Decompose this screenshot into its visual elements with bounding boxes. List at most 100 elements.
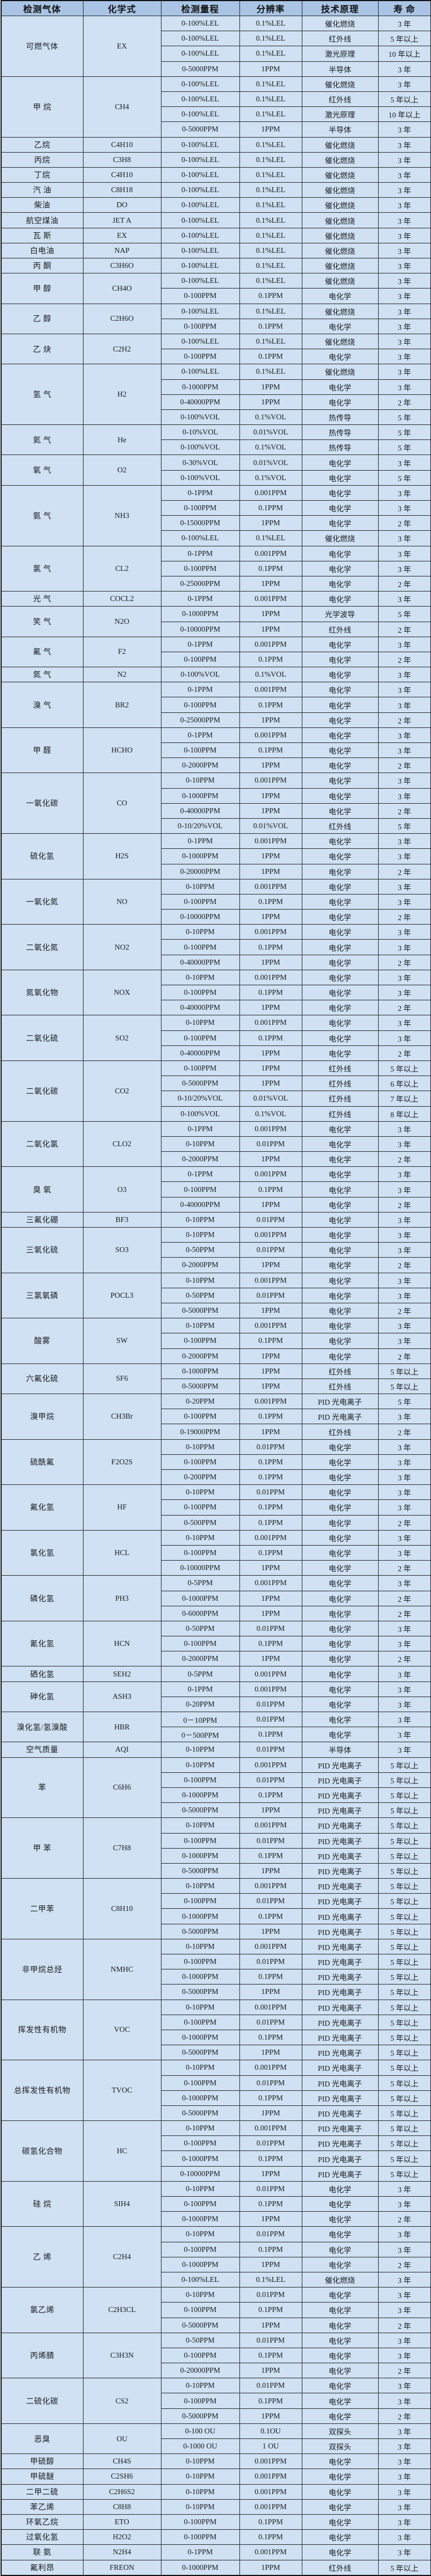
- table-row: 0-2000PPM 1PPM 电化学 2 年: [1, 1151, 431, 1167]
- lifespan-cell: 3 年: [378, 1439, 431, 1455]
- formula-cell: C8H8: [82, 2499, 161, 2515]
- lifespan-cell: 5 年以上: [378, 2166, 431, 2182]
- lifespan-cell: 5 年: [378, 818, 431, 834]
- principle-cell: 催化燃烧: [301, 197, 379, 213]
- lifespan-cell: 2 年: [378, 1151, 431, 1167]
- resolution-cell: 0.1PPM: [239, 1969, 302, 1985]
- resolution-cell: 0.01PPM: [239, 1620, 302, 1637]
- gas-name-cell: 氟利昂: [1, 2559, 84, 2576]
- lifespan-cell: 5 年以上: [378, 1363, 431, 1379]
- range-cell: 0-10PPM: [160, 1484, 240, 1500]
- range-cell: 0-10PPM: [160, 878, 240, 894]
- resolution-cell: 1PPM: [239, 1363, 302, 1379]
- range-cell: 0-10PPM: [160, 1938, 240, 1955]
- table-row: 0-100%LEL 0.1%LEL 红外线 5 年以上: [1, 91, 431, 107]
- lifespan-cell: 5 年以上: [378, 1984, 431, 2000]
- principle-cell: 电化学: [301, 2181, 379, 2197]
- resolution-cell: 0.01PPM: [239, 1136, 302, 1152]
- range-cell: 0-10PPM: [160, 773, 240, 789]
- principle-cell: PID 光电离子: [301, 1757, 379, 1773]
- table-row: 0-100PPM 0.1PPM 电化学 3 年: [1, 742, 431, 759]
- resolution-cell: 0.1PPM: [239, 1636, 302, 1652]
- formula-cell: OU: [82, 2423, 161, 2455]
- table-row: 0-100PPM 0.1PPM 电化学 3 年: [1, 697, 431, 713]
- table-row: 三氯氧磷 POCL3 0-10PPM 0.001PPM 电化学 3 年: [1, 1272, 431, 1319]
- formula-cell: C7H8: [82, 1817, 161, 1879]
- principle-cell: 红外线: [301, 1076, 379, 1092]
- resolution-cell: 0.001PPM: [239, 1015, 302, 1031]
- lifespan-cell: 5 年: [378, 424, 431, 441]
- formula-cell: CLO2: [82, 1121, 161, 1167]
- table-row: 0-100%VOL 0.1%VOL 电化学 5 年: [1, 470, 431, 486]
- table-row: 恶臭 OU 0-100 OU 0.1OU 双探头 3 年: [1, 2423, 431, 2455]
- lifespan-cell: 5 年以上: [378, 1817, 431, 1834]
- principle-cell: 电化学: [301, 909, 379, 925]
- lifespan-cell: 3 年: [378, 1529, 431, 1546]
- lifespan-cell: 5 年以上: [378, 1060, 431, 1077]
- principle-cell: 电化学: [301, 878, 379, 894]
- table-row: 0-100PPM 0.1PPM 电化学 3 年: [1, 2347, 431, 2364]
- table-row: 0-100%VOL 0.1%VOL 热传导 5 年: [1, 439, 431, 456]
- lifespan-cell: 3 年: [378, 939, 431, 955]
- lifespan-cell: 8 年以上: [378, 1106, 431, 1122]
- principle-cell: 电化学: [301, 1136, 379, 1152]
- principle-cell: 电化学: [301, 1529, 379, 1546]
- table-row: 0-6000PPM 1PPM 电化学 2 年: [1, 1605, 431, 1621]
- lifespan-cell: 5 年以上: [378, 1847, 431, 1864]
- lifespan-cell: 2 年: [378, 954, 431, 970]
- range-cell: 0-40000PPM: [160, 1196, 240, 1213]
- lifespan-cell: 5 年以上: [378, 1878, 431, 1894]
- formula-cell: C3H6O: [82, 257, 161, 274]
- lifespan-cell: 3 年: [378, 257, 431, 274]
- table-row: 0-100PPM 0.01PPM PID 光电离子 5 年以上: [1, 2075, 431, 2091]
- range-cell: 0-100 OU: [160, 2423, 240, 2440]
- lifespan-cell: 3 年: [378, 1015, 431, 1031]
- lifespan-cell: 3 年: [378, 1742, 431, 1758]
- header-resolution: 分辨率: [239, 0, 302, 16]
- resolution-cell: 0.1%LEL: [239, 76, 302, 92]
- principle-cell: 电化学: [301, 924, 379, 940]
- range-cell: 0-6000PPM: [160, 1605, 240, 1621]
- resolution-cell: 0.001PPM: [239, 1394, 302, 1410]
- resolution-cell: 0.1PPM: [239, 2150, 302, 2167]
- principle-cell: 红外线: [301, 91, 379, 107]
- lifespan-cell: 5 年以上: [378, 2120, 431, 2137]
- principle-cell: 热传导: [301, 424, 379, 441]
- resolution-cell: 1PPM: [239, 2045, 302, 2061]
- principle-cell: 催化燃烧: [301, 212, 379, 228]
- table-row: 氟 气 F2 0-1PPM 0.001PPM 电化学 3 年: [1, 636, 431, 668]
- principle-cell: 电化学: [301, 742, 379, 759]
- resolution-cell: 1PPM: [239, 575, 302, 592]
- resolution-cell: 0.001PPM: [239, 2544, 302, 2560]
- principle-cell: 电化学: [301, 1196, 379, 1213]
- lifespan-cell: 5 年以上: [378, 2135, 431, 2152]
- lifespan-cell: 3 年: [378, 1287, 431, 1303]
- lifespan-cell: 7 年以上: [378, 1091, 431, 1107]
- range-cell: 0-100PPM: [160, 2514, 240, 2530]
- formula-cell: H2S: [82, 833, 161, 879]
- gas-name-cell: 光 气: [1, 591, 84, 607]
- range-cell: 0-100%LEL: [160, 46, 240, 62]
- lifespan-cell: 3 年: [378, 379, 431, 395]
- formula-cell: NAP: [82, 242, 161, 259]
- resolution-cell: 0.001PPM: [239, 591, 302, 607]
- resolution-cell: 0.001PPM: [239, 2469, 302, 2485]
- resolution-cell: 0.01PPM: [239, 1287, 302, 1303]
- range-cell: 0-15000PPM: [160, 515, 240, 531]
- table-row: 氟利昂 FREON 0-1000PPM 1PPM 红外线 5 年以上: [1, 2559, 431, 2576]
- gas-name-cell: 二氧化氯: [1, 1121, 84, 1167]
- table-row: 空气质量 AQI 0-10PPM 0.01PPM 半导体 3 年: [1, 1742, 431, 1758]
- table-row: 0-1000PPM 1PPM 电化学 2 年: [1, 2256, 431, 2272]
- range-cell: 0-100%LEL: [160, 273, 240, 289]
- formula-cell: C2H2: [82, 333, 161, 365]
- lifespan-cell: 3 年: [378, 485, 431, 501]
- resolution-cell: 0.1PPM: [239, 2514, 302, 2530]
- range-cell: 0-40000PPM: [160, 394, 240, 410]
- lifespan-cell: 2 年: [378, 2363, 431, 2379]
- gas-name-cell: 丙烷: [1, 151, 84, 168]
- table-row: 笑 气 N2O 0-1000PPM 1PPM 光学波导 5 年: [1, 606, 431, 637]
- range-cell: 0-10PPM: [160, 1529, 240, 1546]
- principle-cell: 电化学: [301, 863, 379, 879]
- table-row: 砷化氢 ASH3 0-1PPM 0.001PPM 电化学 3 年: [1, 1681, 431, 1713]
- range-cell: 0-1000PPM: [160, 2090, 240, 2106]
